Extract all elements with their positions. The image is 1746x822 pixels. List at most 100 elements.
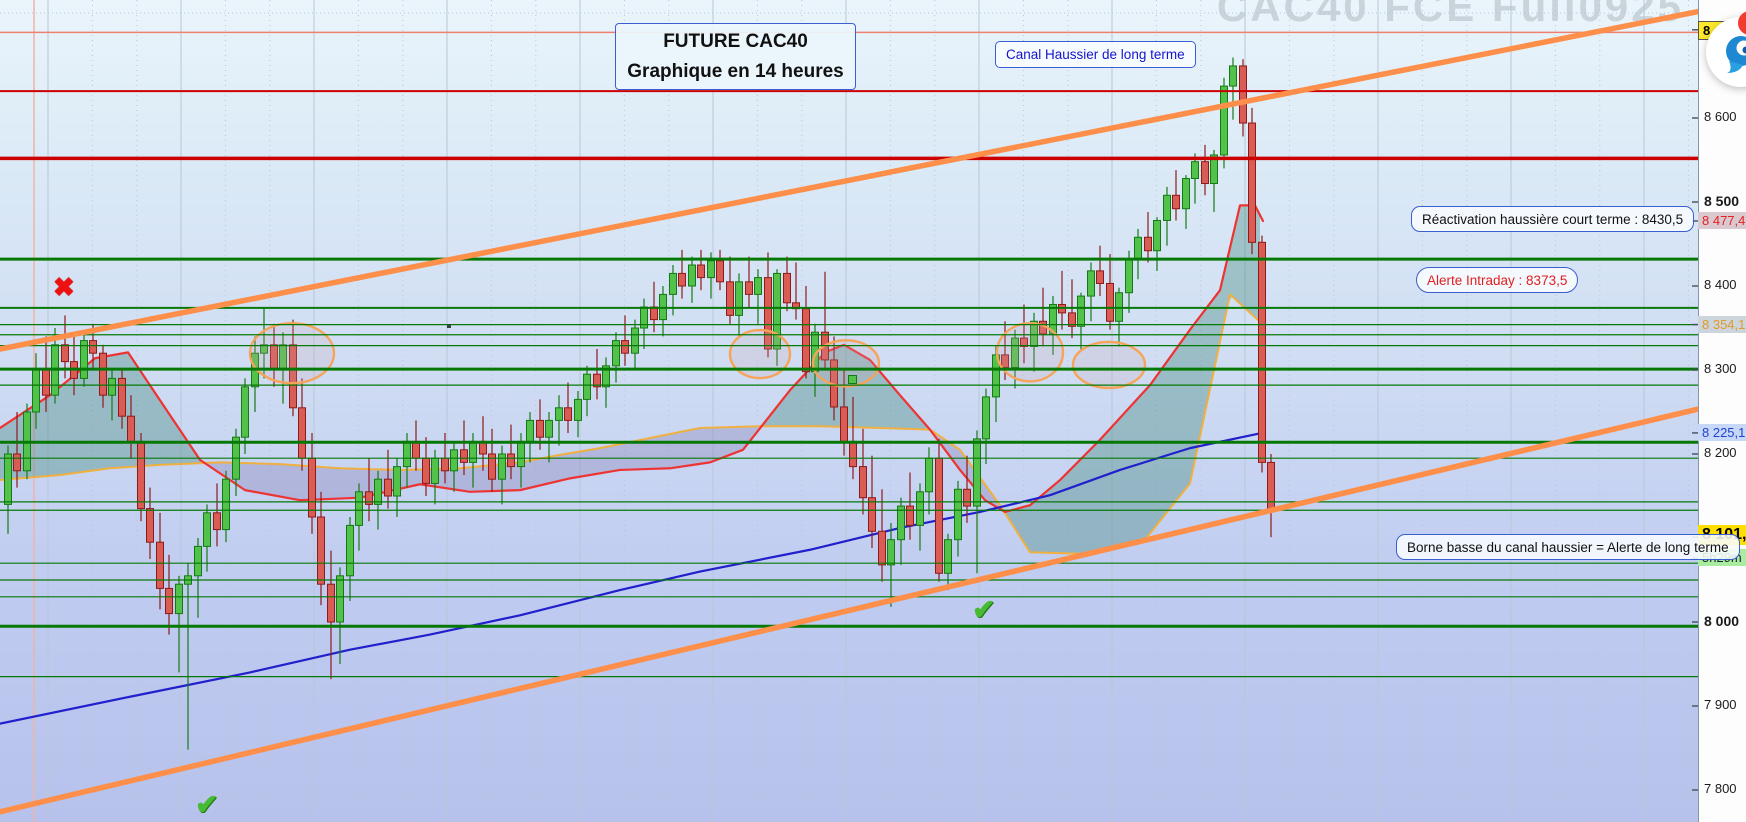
chart-title-box[interactable]: FUTURE CAC40 Graphique en 14 heures (615, 23, 856, 90)
annotation-borne-basse[interactable]: Borne basse du canal haussier = Alerte d… (1396, 534, 1740, 560)
candle (137, 433, 145, 522)
candle (1220, 77, 1228, 169)
candle (203, 504, 211, 572)
candle (222, 470, 230, 543)
candle (1153, 217, 1161, 271)
candle (1163, 186, 1171, 246)
candle (545, 412, 553, 463)
candle (773, 269, 781, 366)
candle (1258, 235, 1266, 473)
candle (175, 575, 183, 673)
candle (735, 273, 743, 337)
annotation-alerte-intraday[interactable]: Alerte Intraday : 8373,5 (1416, 267, 1579, 293)
candle (384, 449, 392, 509)
chat-swirl-icon (1726, 36, 1746, 73)
candle (1229, 57, 1237, 120)
square-marker (848, 375, 857, 385)
channel-line-lower (0, 394, 1746, 815)
candle (298, 378, 306, 471)
green-check-icon: ✔ (972, 594, 996, 626)
highlight-ellipse (995, 322, 1065, 383)
candle (1191, 153, 1199, 204)
candle (213, 483, 221, 547)
axis-label: 8 400 (1704, 277, 1737, 292)
highlight-zones (728, 328, 792, 380)
highlight-zones (1071, 340, 1147, 390)
axis-label: 7 900 (1704, 697, 1737, 712)
candle (165, 554, 173, 635)
candle (80, 332, 88, 387)
indicator-cloud (0, 205, 1260, 554)
candle (1201, 144, 1209, 196)
candle (374, 470, 382, 530)
candle (1182, 175, 1190, 229)
candle (460, 420, 468, 475)
candle (963, 455, 971, 523)
candles (4, 57, 1275, 750)
axis-label: 8 300 (1704, 361, 1737, 376)
candle (1248, 107, 1256, 255)
candle (317, 491, 325, 606)
dot-marker (447, 323, 451, 328)
axis-label: 8 477,4 (1698, 211, 1746, 229)
candle (498, 445, 506, 505)
candle (640, 298, 648, 349)
highlight-ellipse (728, 328, 792, 380)
axis-label: 8 200 (1704, 445, 1737, 460)
candle (1020, 304, 1028, 364)
highlight-zones (995, 322, 1065, 383)
candle (726, 256, 734, 324)
candle (688, 256, 696, 303)
candle (631, 319, 639, 370)
candle (412, 420, 420, 471)
candle (716, 249, 724, 291)
highlight-ellipse (1071, 340, 1147, 390)
candle (897, 497, 905, 565)
channel-line-upper (0, 0, 1746, 352)
candle (783, 256, 791, 312)
candle (982, 388, 990, 465)
candle (1172, 170, 1180, 221)
candle (450, 441, 458, 492)
highlight-zones (248, 322, 336, 385)
axis-label: 8 000 (1704, 613, 1740, 629)
candle (697, 249, 705, 291)
candle (583, 365, 591, 417)
candle (612, 332, 620, 383)
candle (355, 483, 363, 551)
price-axis-panel (1698, 0, 1746, 822)
candle (1134, 228, 1142, 280)
candle (146, 487, 154, 559)
candle (336, 567, 344, 664)
annotation-canal-haussier[interactable]: Canal Haussier de long terme (995, 41, 1196, 68)
candle (1106, 254, 1114, 330)
candle (1115, 287, 1123, 347)
candle (526, 412, 534, 463)
candle (4, 445, 12, 534)
highlight-zones (811, 339, 881, 388)
axis-label: 8 225,1 (1698, 423, 1746, 441)
candle (792, 262, 800, 320)
instrument-watermark: CAC40 FCE Full0925 (1216, 0, 1684, 30)
candle (602, 357, 610, 408)
axis-label: 7 800 (1704, 781, 1737, 796)
highlight-ellipse (811, 339, 881, 388)
annotation-reactivation-haussiere[interactable]: Réactivation haussière court terme : 843… (1411, 206, 1695, 232)
candle (745, 256, 753, 307)
candle (346, 517, 354, 601)
chart-title-line2: Graphique en 14 heures (627, 60, 844, 82)
candle (802, 286, 810, 379)
highlight-ellipse (248, 322, 336, 385)
candle (194, 538, 202, 618)
candle (754, 269, 762, 324)
candle (887, 522, 895, 607)
red-x-icon: ✖ (53, 271, 75, 302)
candle (906, 472, 914, 540)
candle (13, 412, 21, 488)
chat-widget[interactable]: 3 (1706, 11, 1746, 87)
candle (954, 480, 962, 557)
candle (878, 489, 886, 582)
candle (156, 512, 164, 610)
candle (574, 391, 582, 438)
